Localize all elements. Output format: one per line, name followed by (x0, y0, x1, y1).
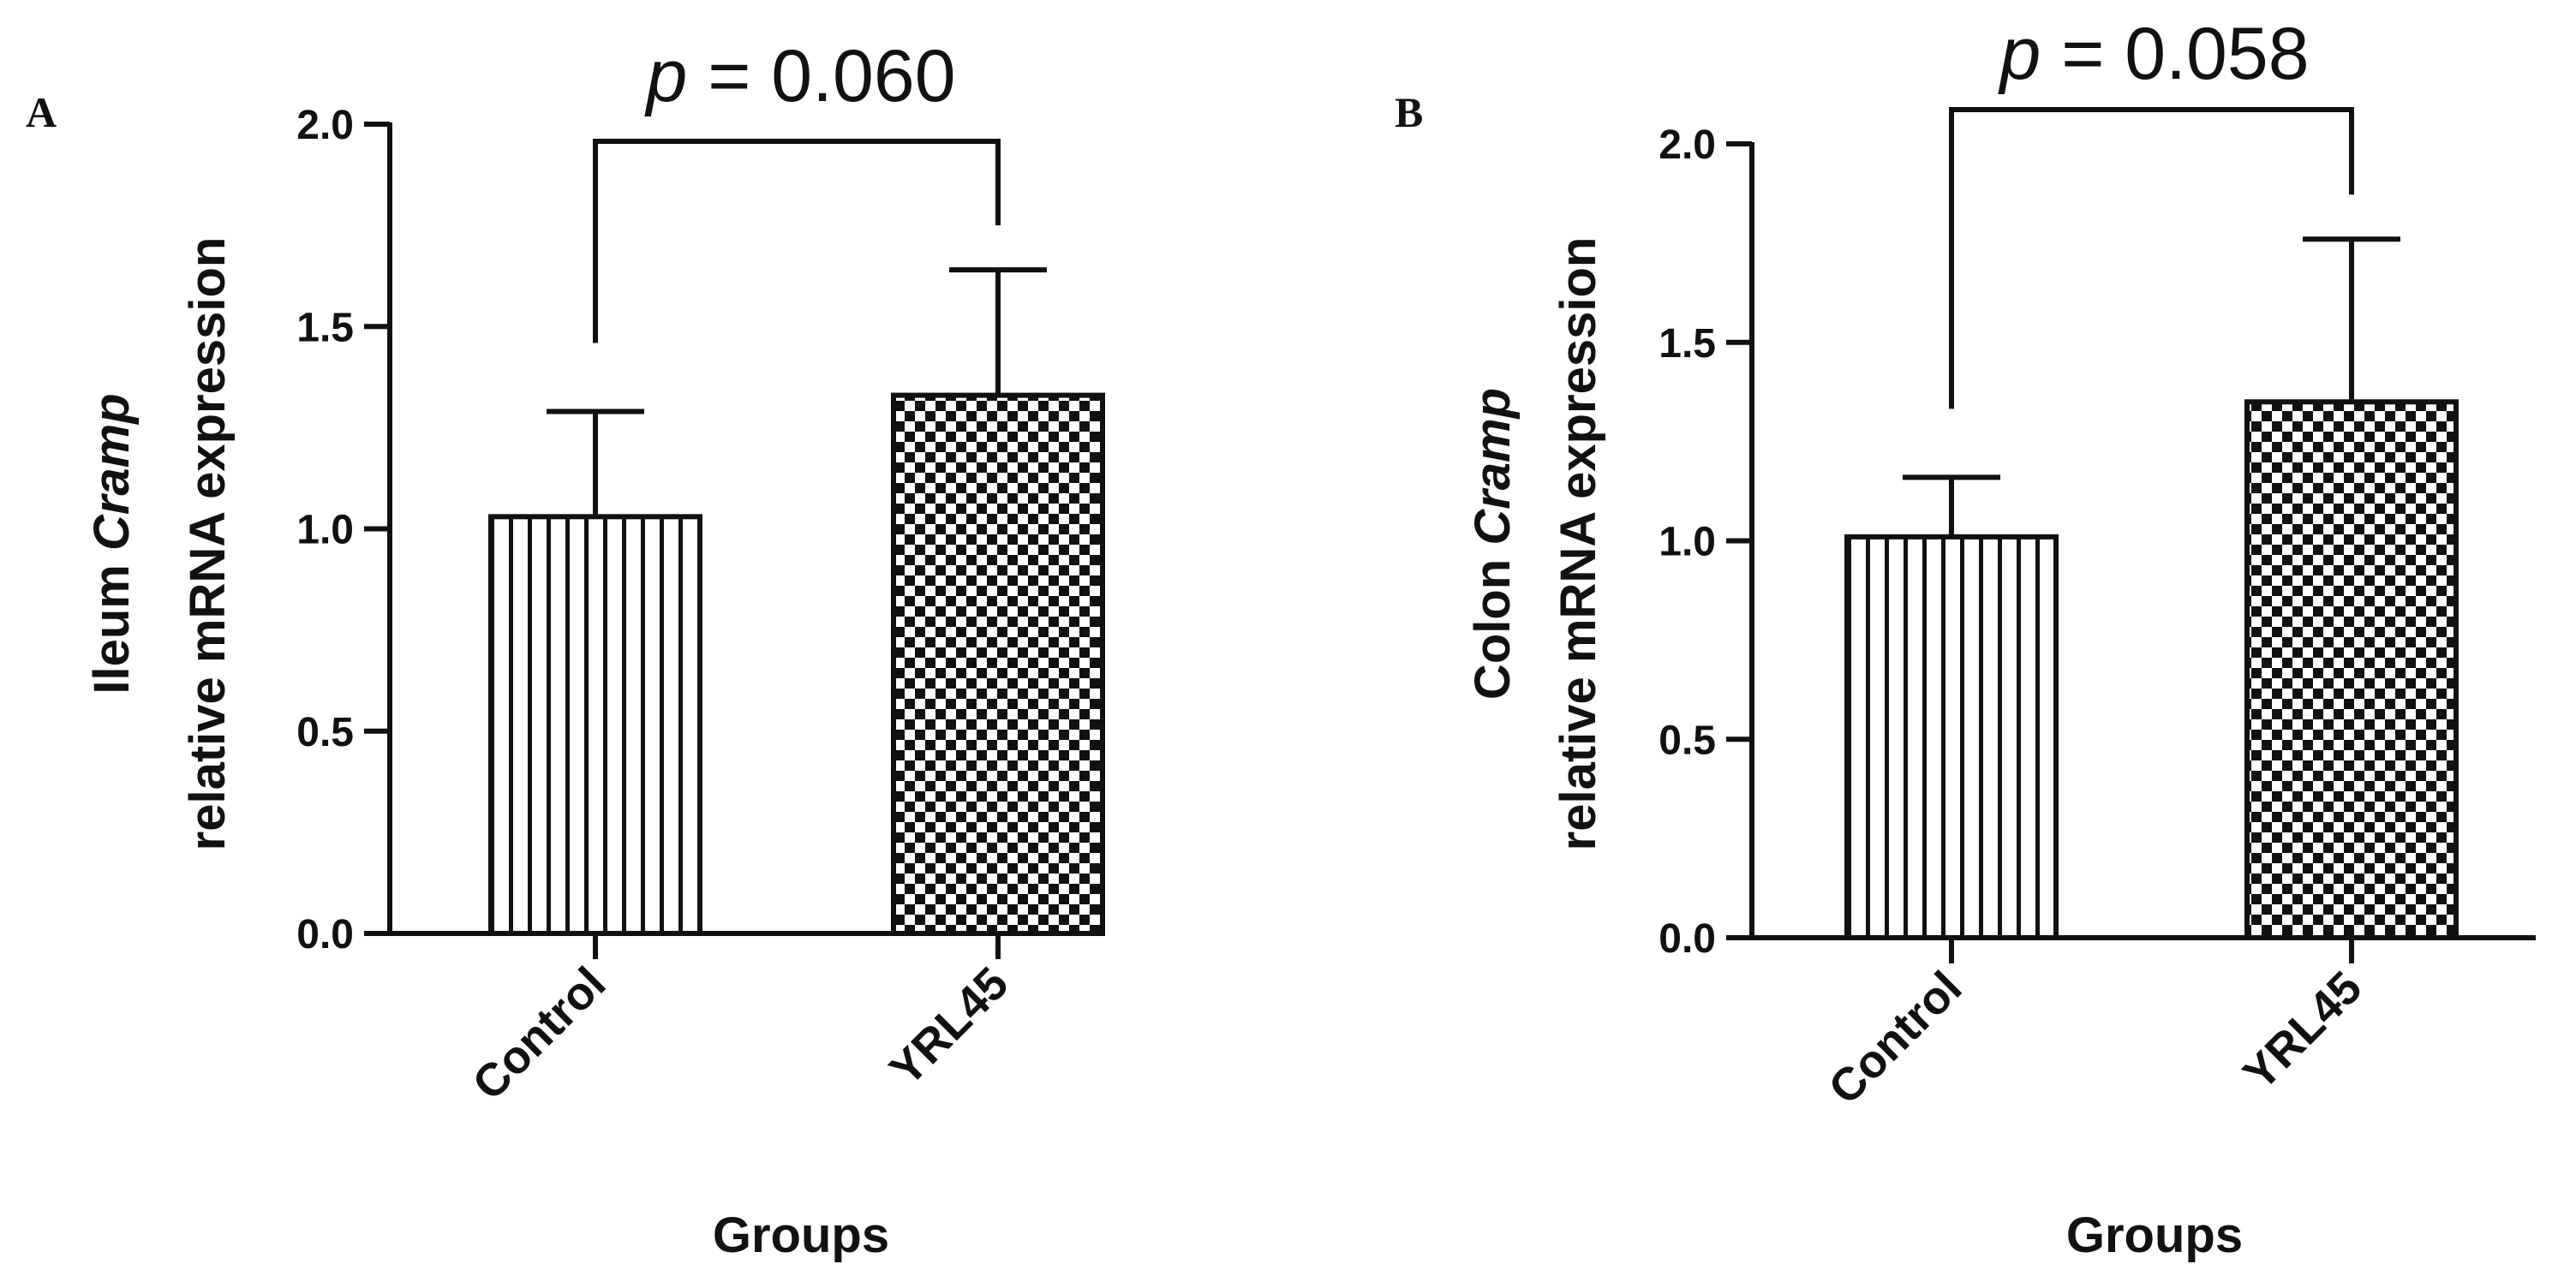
x-tick-label: Control (1819, 962, 1971, 1114)
x-tick-label: YRL45 (2233, 962, 2371, 1100)
bar-control (1844, 534, 2059, 940)
plot-area: 0.0 0.5 1.0 1.5 2.0 Control YRL45 (296, 103, 1105, 1110)
y-tick-label: 0.0 (296, 912, 354, 957)
panel-label-a: A (26, 88, 57, 136)
panel-label-b: B (1395, 88, 1423, 136)
x-axis-title: Groups (2066, 1207, 2243, 1263)
y-axis-title-prefix: Colon (1465, 546, 1521, 700)
bar-control (488, 514, 702, 936)
y-axis-title-line2: relative mRNA expression (180, 237, 236, 851)
p-value: = 0.060 (687, 35, 955, 117)
panel-a: A Ileum Cramp relative mRNA expression G… (26, 35, 1105, 1263)
y-axis-title-prefix: Ileum (84, 551, 140, 695)
y-axis-title-gene: Cramp (84, 393, 140, 551)
p-value-annotation: p = 0.058 (1997, 13, 2309, 95)
x-tick-label: YRL45 (880, 957, 1018, 1095)
x-tick-label: Control (463, 957, 615, 1110)
panel-b: B Colon Cramp relative mRNA expression G… (1395, 13, 2536, 1263)
y-axis-title-line1: Ileum Cramp (84, 393, 140, 694)
y-tick-label: 1.5 (1659, 321, 1716, 367)
y-tick-label: 0.0 (1659, 916, 1716, 962)
p-value: = 0.058 (2041, 13, 2309, 95)
y-tick-label: 1.5 (296, 305, 354, 350)
y-axis-title-line2: relative mRNA expression (1551, 237, 1606, 851)
plot-area: 0.0 0.5 1.0 1.5 2.0 Control YRL45 (1659, 107, 2536, 1114)
y-tick-label: 0.5 (1659, 718, 1716, 763)
y-tick-label: 1.0 (296, 508, 354, 553)
significance-bracket (1949, 107, 2354, 409)
bar-yrl45 (2244, 399, 2459, 940)
y-tick-label: 0.5 (296, 710, 354, 755)
y-axis-title-line1: Colon Cramp (1465, 388, 1521, 700)
y-tick-label: 2.0 (296, 103, 354, 148)
significance-bracket (593, 139, 1001, 343)
p-value-annotation: p = 0.060 (643, 35, 955, 117)
y-tick-label: 2.0 (1659, 122, 1716, 168)
p-symbol: p (1997, 13, 2041, 95)
y-axis-title-gene: Cramp (1465, 388, 1521, 546)
bar-yrl45 (891, 392, 1105, 936)
p-symbol: p (643, 35, 687, 117)
x-axis-title: Groups (713, 1207, 889, 1263)
y-tick-label: 1.0 (1659, 520, 1716, 565)
